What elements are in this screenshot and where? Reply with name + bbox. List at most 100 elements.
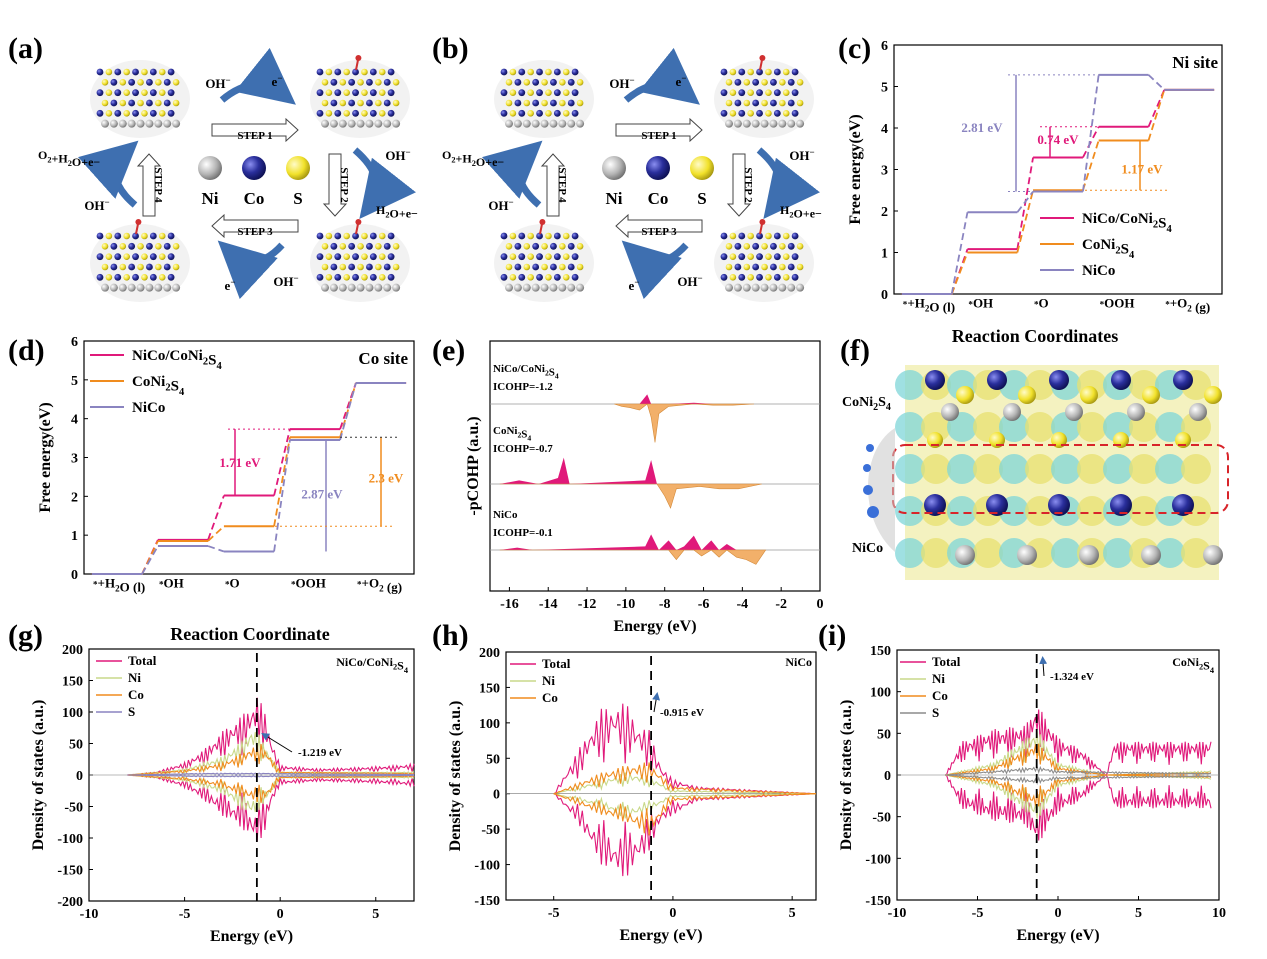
s-atom — [137, 243, 144, 250]
s-atom — [796, 79, 804, 86]
text-span: +O — [1170, 295, 1188, 310]
co-atom — [114, 273, 122, 281]
charge-lobe — [1025, 412, 1055, 442]
s-atom — [105, 68, 113, 76]
s-atom — [562, 253, 570, 260]
s-atom — [357, 99, 364, 107]
s-atom — [729, 89, 737, 96]
co-atom — [773, 253, 781, 261]
ni-atom — [513, 283, 522, 292]
charge-lobe — [1025, 454, 1055, 484]
ni-atom — [513, 119, 522, 128]
co-atom — [163, 263, 171, 271]
s-atom — [325, 68, 333, 76]
ni-atom — [136, 119, 145, 128]
y-tick-label: -200 — [57, 895, 83, 910]
x-category-label: *OOH — [1100, 295, 1135, 310]
ni-atom — [567, 283, 576, 292]
ni-atom — [558, 283, 567, 292]
text-span: NiCo/CoNi — [1082, 211, 1153, 227]
text-span: OH — [164, 575, 184, 590]
dos-curve — [553, 793, 816, 819]
s-atom — [505, 243, 513, 250]
charge-lobe — [921, 412, 951, 442]
legend-atom-label: Ni — [606, 189, 623, 208]
co-atom — [752, 242, 760, 250]
s-atom — [729, 274, 737, 281]
co-atom — [791, 253, 799, 261]
step-arrow-shape — [615, 213, 703, 239]
s-atom — [527, 89, 534, 96]
s-atom — [119, 79, 127, 86]
x-category-label: *+H2O (l) — [93, 575, 145, 594]
ni-atom — [941, 403, 959, 421]
dos-curve — [945, 774, 1212, 786]
text-span: S — [1158, 216, 1166, 232]
annotation-label: 2.3 eV — [369, 471, 404, 486]
s-atom — [343, 110, 350, 117]
text-span: NiCo/CoNi — [132, 348, 203, 364]
curved-arrow-step3 — [621, 240, 689, 300]
co-atom — [132, 68, 139, 76]
s-atom — [782, 89, 790, 96]
co-atom — [96, 232, 104, 240]
superscript: * — [225, 579, 230, 589]
text-span: OH — [84, 198, 104, 213]
s-atom — [123, 68, 130, 76]
dos-curve — [127, 772, 414, 776]
subscript: 4 — [555, 372, 559, 381]
y-tick-label: 50 — [486, 752, 500, 767]
s-atom — [123, 89, 130, 96]
y-tick-label: 1 — [71, 529, 78, 544]
step-label: STEP 2 — [742, 167, 754, 203]
step-label: STEP 4 — [152, 167, 164, 203]
x-category-label: *+O2 (g) — [1165, 295, 1210, 314]
energy-connector — [950, 212, 969, 295]
y-axis-label: Density of states (a.u.) — [447, 701, 464, 852]
x-tick-label: -10 — [80, 907, 99, 922]
legend-atom — [198, 156, 222, 180]
step3-arrow: STEP 3 — [211, 213, 299, 239]
annotation-label: 0.74 eV — [1037, 132, 1079, 147]
co-atom — [387, 253, 395, 261]
y-tick-label: -100 — [474, 859, 500, 874]
curved-arrow-step1 — [623, 47, 700, 105]
s-atom — [505, 263, 513, 271]
co-atom — [163, 242, 171, 250]
s-atom — [747, 274, 754, 281]
co-atom — [500, 232, 508, 240]
co-atom — [348, 242, 356, 250]
y-tick-label: 150 — [62, 675, 83, 690]
step-label: STEP 4 — [556, 167, 568, 203]
s-atom — [361, 68, 368, 76]
ni-atom — [1189, 403, 1207, 421]
superscript: * — [159, 579, 164, 589]
charge-transfer-arrow — [867, 428, 895, 552]
pcohp-negative-area — [499, 549, 767, 565]
text-span: e — [225, 278, 231, 293]
icohp-label: ICOHP=-0.7 — [493, 443, 553, 455]
co-atom — [567, 242, 575, 250]
s-atom — [796, 99, 804, 107]
co-atom — [550, 99, 557, 107]
s-atom — [325, 274, 333, 281]
dos-curve — [553, 772, 816, 795]
s-atom — [779, 99, 786, 107]
step-arrow-shape — [615, 117, 703, 143]
s-atom — [158, 68, 166, 76]
ni-atom — [725, 119, 733, 128]
s-atom — [378, 110, 386, 117]
s-atom — [172, 263, 180, 271]
ni-atom — [101, 283, 109, 292]
text-span: e — [272, 74, 278, 89]
curved-arrow-step4 — [482, 140, 543, 208]
step-arrow-shape — [136, 153, 162, 217]
co-atom — [330, 99, 338, 107]
co-atom — [369, 68, 377, 76]
co-atom — [553, 253, 561, 261]
energy-connector — [1147, 74, 1165, 91]
dos-curve — [127, 774, 415, 842]
fermi-pointer — [1039, 656, 1048, 677]
co-atom — [738, 89, 746, 97]
co-atom — [738, 273, 746, 281]
